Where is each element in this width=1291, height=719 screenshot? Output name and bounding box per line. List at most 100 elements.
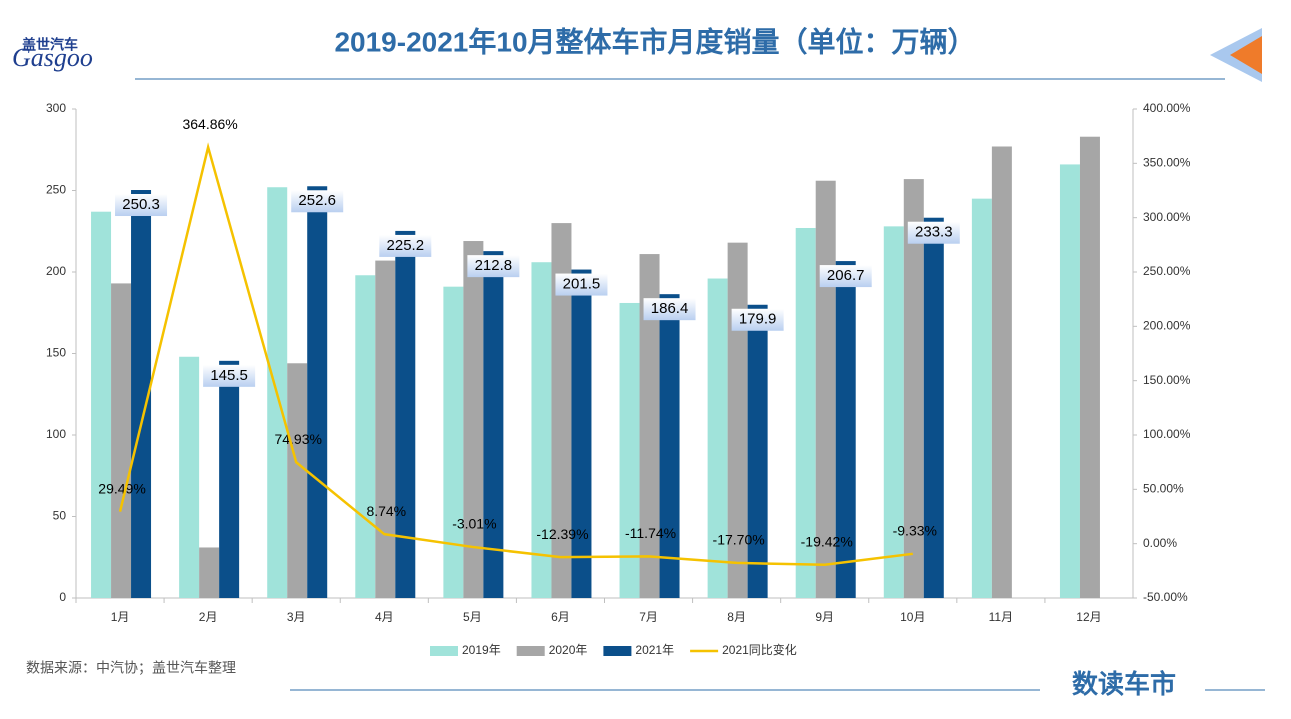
- data-label-box: [203, 364, 256, 387]
- x-tick-label: 11月: [989, 610, 1013, 624]
- legend-label: 2021年: [635, 643, 674, 657]
- y2-tick-label: 200.00%: [1143, 319, 1191, 333]
- y-tick-label: 50: [53, 509, 67, 523]
- data-label: 186.4: [651, 300, 689, 317]
- data-label-box: [819, 265, 872, 288]
- y-tick-label: 200: [46, 264, 66, 278]
- chart-title: 2019-2021年10月整体车市月度销量（单位：万辆）: [334, 25, 975, 57]
- data-label: 179.9: [739, 311, 777, 328]
- x-tick-label: 2月: [199, 610, 218, 624]
- y-tick-label: 150: [46, 346, 66, 360]
- bar: [727, 242, 748, 598]
- x-tick-label: 4月: [375, 610, 394, 624]
- y2-tick-label: 50.00%: [1143, 482, 1184, 496]
- legend-swatch: [430, 646, 458, 656]
- data-label-box: [907, 221, 960, 244]
- legend-label: 2019年: [462, 643, 501, 657]
- bar: [443, 286, 464, 598]
- data-label: 225.2: [387, 237, 425, 254]
- bar: [883, 226, 904, 599]
- bar: [659, 294, 680, 598]
- bar: [971, 198, 992, 598]
- data-label: 252.6: [298, 192, 336, 209]
- y-tick-label: 0: [59, 590, 66, 604]
- bar: [571, 269, 592, 598]
- data-label: 206.7: [827, 267, 865, 284]
- bar: [395, 230, 416, 598]
- data-label: 145.5: [210, 367, 248, 384]
- legend-label: 2021同比变化: [722, 642, 797, 657]
- bar: [483, 251, 504, 599]
- data-label-box: [731, 308, 784, 331]
- bar: [903, 179, 924, 598]
- bar: [923, 217, 944, 598]
- bar: [287, 363, 308, 598]
- bar: [795, 227, 816, 599]
- bar: [219, 360, 240, 598]
- x-tick-label: 9月: [815, 610, 834, 624]
- bar: [179, 356, 200, 598]
- legend-label: 2020年: [549, 643, 588, 657]
- bar: [355, 275, 376, 598]
- data-label: 250.3: [122, 196, 160, 213]
- line: [118, 142, 913, 567]
- x-tick-label: 12月: [1076, 610, 1101, 624]
- bar: [131, 190, 152, 599]
- deco: [1230, 36, 1262, 74]
- y2-tick-label: 250.00%: [1143, 264, 1191, 278]
- line-label: -3.01%: [452, 516, 496, 532]
- bar: [747, 304, 768, 598]
- bar: [991, 146, 1012, 599]
- bar: [111, 283, 132, 598]
- y-tick-label: 300: [46, 101, 66, 115]
- bar: [307, 186, 328, 598]
- bar: [551, 223, 572, 598]
- x-tick-label: 3月: [287, 610, 306, 624]
- bar: [1079, 136, 1100, 598]
- bar: [639, 254, 660, 598]
- line-label: 29.49%: [98, 480, 145, 496]
- x-tick-label: 8月: [727, 610, 746, 624]
- x-tick-label: 6月: [551, 610, 570, 624]
- brand: 数读车市: [1072, 669, 1176, 699]
- data-label: 233.3: [915, 224, 953, 241]
- y2-tick-label: 300.00%: [1143, 210, 1191, 224]
- data-label-box: [555, 273, 608, 296]
- data-label-box: [115, 194, 168, 217]
- line-label: -9.33%: [893, 523, 937, 539]
- x-tick-label: 5月: [463, 610, 482, 624]
- bar: [835, 261, 856, 598]
- y2-tick-label: 350.00%: [1143, 156, 1191, 170]
- bar: [91, 211, 112, 598]
- line-label: -11.74%: [625, 525, 676, 541]
- line-label: 74.93%: [274, 431, 321, 447]
- logo-en: Gasgoo: [12, 43, 93, 72]
- legend-swatch: [603, 646, 632, 656]
- data-label-box: [379, 234, 432, 257]
- data-label: 201.5: [563, 276, 601, 293]
- data-label-box: [643, 298, 696, 321]
- y2-tick-label: 100.00%: [1143, 427, 1191, 441]
- legend-swatch: [516, 646, 545, 656]
- bar: [463, 241, 484, 598]
- bar: [531, 262, 552, 598]
- x-tick-label: 10月: [900, 610, 925, 624]
- bar: [707, 278, 728, 598]
- x-tick-label: 7月: [639, 610, 658, 624]
- y-tick-label: 100: [46, 427, 66, 441]
- line-label: 364.86%: [182, 116, 237, 132]
- y2-tick-label: 150.00%: [1143, 373, 1191, 387]
- line-label: -12.39%: [536, 526, 588, 542]
- x-tick-label: 1月: [111, 610, 130, 624]
- y-tick-label: 250: [46, 183, 66, 197]
- data-label-box: [291, 190, 344, 213]
- bar: [375, 260, 396, 598]
- bar: [1059, 164, 1080, 599]
- bar: [199, 547, 220, 598]
- bar: [619, 302, 640, 598]
- source: 数据来源：中汽协；盖世汽车整理: [26, 660, 236, 677]
- data-label-box: [467, 255, 520, 278]
- line-label: -17.70%: [713, 532, 765, 548]
- y2-tick-label: -50.00%: [1143, 590, 1188, 604]
